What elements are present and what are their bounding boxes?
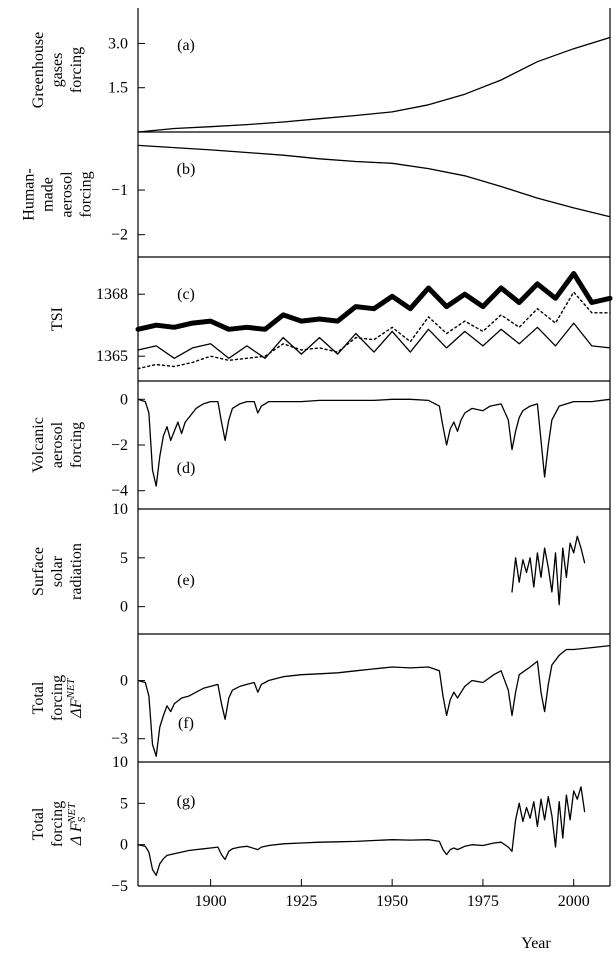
- x-tick-label: 1975: [467, 893, 499, 910]
- symbol-sub: S: [76, 816, 88, 822]
- x-tick-label: 2000: [558, 893, 590, 910]
- panel-b: −2 −1 (b) Human-made aerosol forcing: [21, 132, 611, 258]
- y-tick-label: 3.0: [108, 35, 128, 52]
- panel-c-label: (c): [177, 286, 195, 303]
- y-tick-label: 1368: [96, 286, 128, 303]
- panel-e-ylabel-line: radiation: [68, 543, 85, 600]
- y-tick-label: 1.5: [108, 80, 128, 97]
- x-tick-label: 1950: [376, 893, 408, 910]
- panels-layer: 1.53.0 (a)Greenhouse gases forcing−2−1(b)Hu…: [21, 8, 613, 895]
- panel-d-series-thin: [137, 398, 611, 487]
- y-tick-label: 5: [120, 795, 128, 812]
- panel-e-ylabel-line: Surface: [30, 547, 47, 596]
- panel-f: −3 0 (f) Total forcing ΔFNET: [30, 634, 611, 763]
- x-axis: Year 1900 1925 1950 1975 2000: [195, 879, 590, 952]
- y-tick-label: 1365: [96, 348, 128, 365]
- y-tick-label: 0: [120, 391, 128, 408]
- panel-g-ylabel-line: Total: [30, 807, 47, 840]
- panel-b-ylabel-line: aerosol: [59, 171, 76, 218]
- x-axis-label: Year: [521, 935, 551, 952]
- panel-c-ylabel-line: TSI: [49, 307, 66, 331]
- panel-d: −4 −2 0 (d) Volcanic aerosol forcing: [30, 381, 611, 510]
- y-tick-label: −2: [111, 227, 128, 244]
- y-tick-label: −3: [111, 731, 128, 748]
- y-tick-label: −2: [111, 437, 128, 454]
- y-tick-label: 0: [120, 599, 128, 616]
- panel-g-ylabel-symbol: Δ FSNET: [66, 802, 88, 846]
- y-tick-label: 0: [120, 673, 128, 690]
- panel-b-ylabel-line: made: [40, 177, 57, 212]
- y-tick-label: 5: [120, 550, 128, 567]
- panel-b-ylabel-line: forcing: [78, 171, 95, 217]
- panel-a-label: (a): [177, 37, 195, 54]
- panel-a-ylabel-line: forcing: [68, 47, 85, 93]
- x-tick-label: 1900: [195, 893, 227, 910]
- y-tick-label: 10: [112, 501, 128, 518]
- panel-a-series-thin: [137, 36, 611, 133]
- y-tick-label: 0: [120, 837, 128, 854]
- y-tick-label: −1: [111, 182, 128, 199]
- panel-e-label: (e): [177, 572, 195, 589]
- panel-g-series-thin: [137, 786, 586, 876]
- symbol-sup: NET: [66, 802, 78, 824]
- panel-c-series-dotted: [137, 291, 611, 370]
- panel-g-label: (g): [177, 793, 196, 810]
- panel-d-label: (d): [177, 460, 196, 477]
- x-tick-label: 1925: [285, 893, 317, 910]
- panel-a-ylabel-line: Greenhouse: [30, 32, 47, 108]
- panel-e-ylabel-line: solar: [49, 555, 66, 587]
- panel-d-ylabel-line: forcing: [68, 422, 85, 468]
- panel-d-ylabel-line: aerosol: [49, 421, 66, 468]
- panel-f-ylabel-line: forcing: [49, 675, 66, 721]
- panel-a-ylabel-line: gases: [49, 53, 66, 88]
- panel-d-ylabel-line: Volcanic: [30, 417, 47, 473]
- y-tick-label: −5: [111, 878, 128, 895]
- panel-b-ylabel-line: Human-: [21, 168, 38, 220]
- panel-e-series-thin: [511, 535, 586, 606]
- panel-c-series-thin: [137, 322, 611, 359]
- panel-f-ylabel-line: Total: [30, 681, 47, 714]
- panel-c: 1365 1368 (c) TSI: [49, 257, 613, 382]
- symbol-base: Δ F: [68, 822, 85, 846]
- symbol-sup: NET: [65, 677, 77, 699]
- panel-b-label: (b): [177, 161, 196, 178]
- panel-c-series-thick: [135, 271, 613, 332]
- panel-g: −5 0 5 10 (g) Total forcing Δ FSNET: [30, 754, 611, 895]
- panel-g-ylabel-line: forcing: [49, 801, 66, 847]
- symbol-base: ΔF: [68, 698, 85, 718]
- panel-e: 0 5 10 (e) Surface solar radiation: [30, 501, 611, 635]
- panel-b-series-thin: [137, 144, 611, 218]
- y-tick-label: −4: [111, 483, 128, 500]
- panel-f-series-thin: [137, 644, 611, 757]
- panel-f-label: (f): [178, 715, 194, 732]
- y-tick-label: 10: [112, 754, 128, 771]
- panel-a: 1.5 3.0 (a) Greenhouse gases forcing: [30, 8, 611, 133]
- panel-f-ylabel-symbol: ΔFNET: [65, 677, 85, 718]
